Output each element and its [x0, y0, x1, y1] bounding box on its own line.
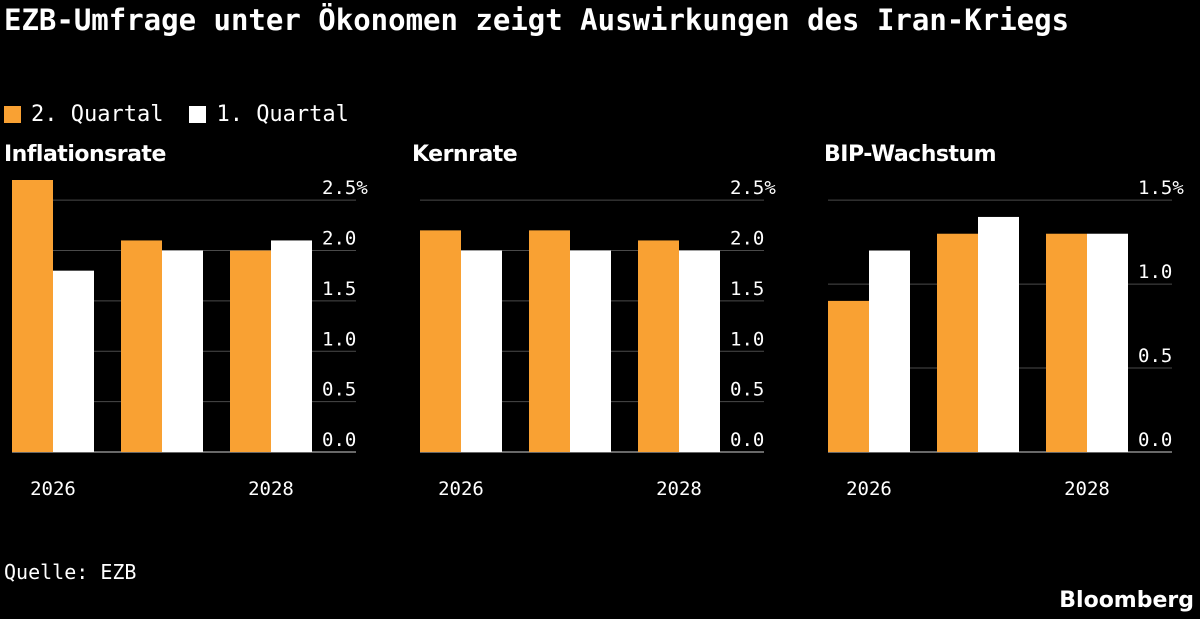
y-tick-label: 1.5: [730, 278, 764, 300]
y-tick-label: 1.5: [322, 278, 356, 300]
x-tick-label: 2026: [846, 478, 892, 500]
x-tick-label: 2026: [438, 478, 484, 500]
chart-gdp: 0.0 0.5 1.0 1.5% 2026 2028: [828, 177, 1184, 500]
bar-q1-2027: [570, 250, 611, 452]
chart-inflation: 0.0 0.5 1.0 1.5 2.0 2.5% 2026 2028: [12, 177, 368, 500]
y-tick-label: 2.0: [322, 228, 356, 250]
y-tick-label: 0.0: [1138, 429, 1172, 451]
panel-title-core: Kernrate: [412, 142, 518, 167]
legend-item-q1: 1. Quartal: [189, 101, 349, 127]
bar-q1-2027: [978, 216, 1019, 452]
legend-swatch-q2: [4, 105, 21, 123]
bar-q1-2027: [162, 250, 203, 452]
source-note: Quelle: EZB: [4, 560, 137, 584]
bar-q2-2028: [638, 240, 679, 452]
y-tick-label: 1.0: [730, 328, 764, 350]
y-tick-label: 0.5: [322, 379, 356, 401]
x-tick-label: 2028: [656, 478, 702, 500]
legend-label-q2: 2. Quartal: [31, 101, 164, 127]
panel-title-gdp: BIP-Wachstum: [824, 142, 997, 167]
bloomberg-logo: Bloomberg: [1059, 588, 1194, 613]
x-tick-label: 2026: [30, 478, 76, 500]
bar-q1-2026: [869, 250, 910, 452]
legend-swatch-q1: [189, 105, 207, 123]
bar-q2-2026: [828, 300, 869, 452]
y-tick-label: 2.0: [730, 228, 764, 250]
chart-core: 0.0 0.5 1.0 1.5 2.0 2.5% 2026 2028: [420, 177, 776, 500]
chart-title: EZB-Umfrage unter Ökonomen zeigt Auswirk…: [4, 3, 1070, 37]
bar-q2-2027: [529, 230, 570, 452]
bar-q2-2026: [420, 230, 461, 452]
y-tick-label: 2.5%: [322, 177, 368, 199]
bar-q1-2028: [271, 240, 312, 452]
panel-title-inflation: Inflationsrate: [4, 142, 166, 167]
y-tick-label: 0.5: [730, 379, 764, 401]
legend-label-q1: 1. Quartal: [216, 101, 349, 127]
y-tick-label: 1.5%: [1138, 177, 1184, 199]
y-tick-label: 1.0: [322, 328, 356, 350]
y-tick-label: 1.0: [1138, 261, 1172, 283]
bar-q2-2026: [12, 180, 53, 452]
bar-q2-2027: [937, 233, 978, 452]
x-tick-label: 2028: [1064, 478, 1110, 500]
legend: 2. Quartal 1. Quartal: [4, 98, 375, 130]
y-tick-label: 0.0: [322, 429, 356, 451]
bar-q2-2027: [121, 240, 162, 452]
y-tick-label: 0.5: [1138, 345, 1172, 367]
x-tick-label: 2028: [248, 478, 294, 500]
bar-q1-2028: [1087, 233, 1128, 452]
y-tick-label: 2.5%: [730, 177, 776, 199]
bar-q1-2026: [461, 250, 502, 452]
y-tick-label: 0.0: [730, 429, 764, 451]
legend-item-q2: 2. Quartal: [4, 102, 163, 127]
bar-q1-2026: [53, 270, 94, 452]
bar-q1-2028: [679, 250, 720, 452]
bar-q2-2028: [1046, 233, 1087, 452]
bar-q2-2028: [230, 250, 271, 452]
